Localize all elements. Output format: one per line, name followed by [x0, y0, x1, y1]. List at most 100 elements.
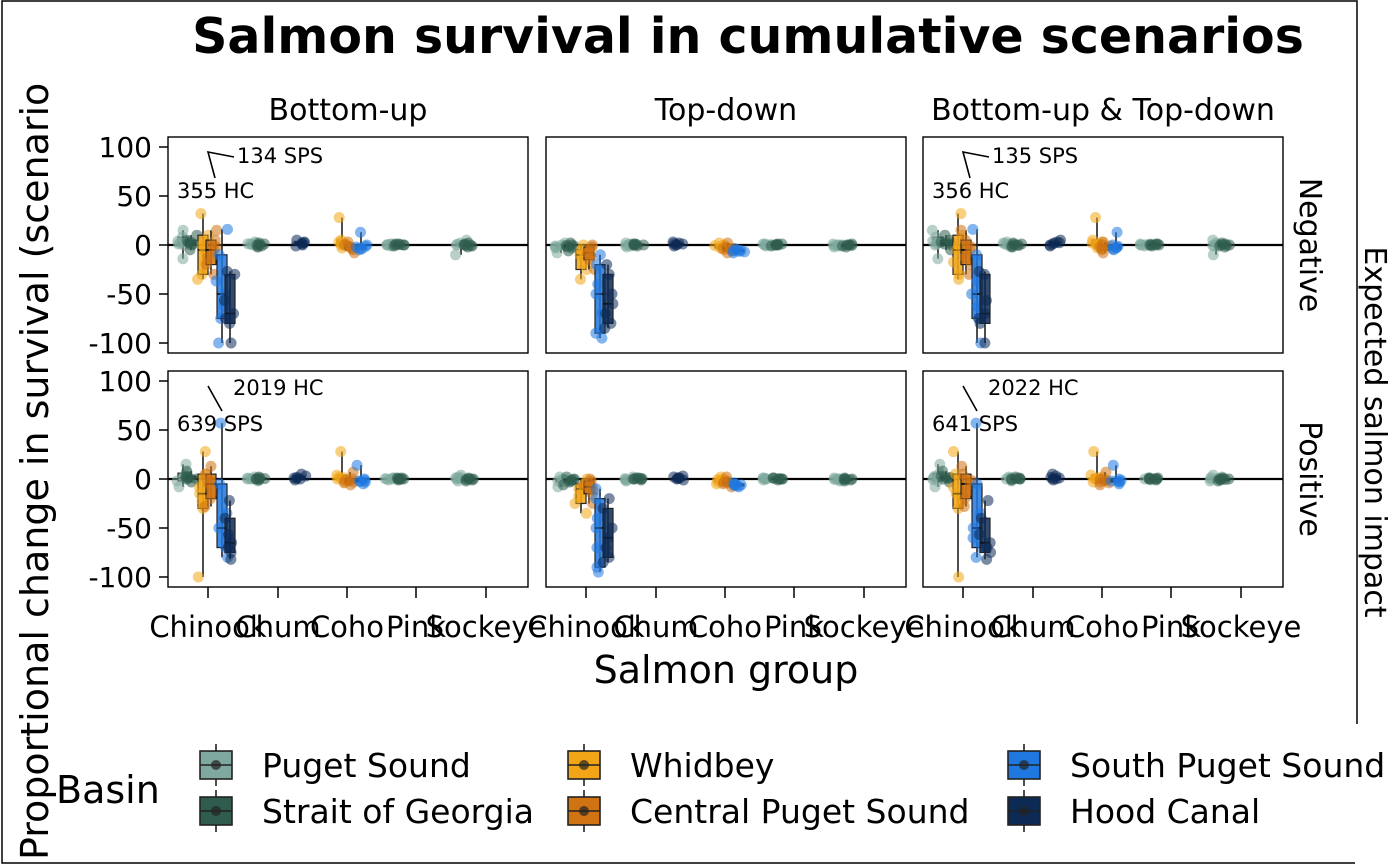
- annotation-r1-c0: 2019 HC 639 SPS: [177, 376, 324, 436]
- legend-label: Strait of Georgia: [262, 792, 534, 831]
- annotation-leader: [962, 385, 978, 412]
- data-point: [218, 295, 230, 307]
- data-point: [219, 512, 231, 524]
- annotation-label: 2019 HC: [233, 376, 324, 400]
- legend-key-point: [579, 806, 589, 816]
- facet-label-2: Bottom-up & Top-down: [931, 93, 1275, 128]
- panel-r0-c1: [545, 136, 907, 354]
- data-point: [172, 235, 184, 247]
- data-point: [394, 239, 406, 251]
- data-point: [843, 239, 855, 251]
- data-point: [298, 237, 310, 249]
- data-point: [590, 493, 602, 505]
- x-tick-label: Coho: [688, 610, 762, 644]
- right-axis-label: Expected salmon impact: [1357, 246, 1392, 617]
- data-point: [1008, 239, 1020, 251]
- row-label-positive: Positive: [1292, 421, 1327, 537]
- legend-item: Central Puget Sound: [567, 790, 969, 832]
- data-point: [204, 475, 216, 487]
- data-point: [601, 259, 613, 271]
- annotation-leader: [207, 385, 223, 412]
- data-point: [590, 288, 602, 300]
- legend-item: Puget Sound: [199, 744, 471, 786]
- legend-title: Basin: [56, 768, 160, 812]
- data-point: [223, 495, 235, 507]
- data-point: [947, 446, 959, 458]
- data-point: [467, 473, 479, 485]
- data-point: [192, 571, 204, 583]
- data-point: [210, 275, 222, 287]
- data-point: [984, 537, 996, 549]
- legend-label: Central Puget Sound: [630, 792, 969, 831]
- y-tick-label: -50: [106, 512, 152, 545]
- data-point: [953, 571, 965, 583]
- facet-panels: Bottom-up Top-down Bottom-up & Top-down Neg…: [167, 93, 1327, 588]
- annotation-label: 355 HC: [177, 179, 254, 203]
- annotation-r0-c0: 134 SPS 355 HC: [177, 144, 323, 203]
- data-point: [971, 249, 983, 261]
- data-point: [672, 472, 684, 484]
- annotation-label: 134 SPS: [237, 144, 323, 168]
- x-tick-label: Chinook: [904, 610, 1022, 644]
- data-point: [927, 235, 939, 247]
- data-point: [932, 253, 944, 265]
- data-point: [199, 500, 211, 512]
- data-point: [979, 337, 991, 349]
- x-tick-label: Coho: [1065, 610, 1139, 644]
- data-point: [602, 532, 614, 544]
- data-point: [591, 512, 603, 524]
- data-point: [966, 288, 978, 300]
- annotation-label: 356 HC: [932, 179, 1009, 203]
- legend-key-point: [579, 760, 589, 770]
- legend-key-point: [211, 806, 221, 816]
- x-tick-label: Pink: [386, 610, 446, 644]
- data-point: [1090, 212, 1102, 224]
- annotation-label: 2022 HC: [988, 376, 1079, 400]
- y-tick-label: 100: [99, 131, 152, 164]
- data-point: [982, 495, 994, 507]
- data-point: [956, 460, 968, 472]
- data-point: [578, 479, 590, 491]
- data-point: [211, 224, 223, 236]
- data-point: [1088, 446, 1100, 458]
- data-point: [205, 460, 217, 472]
- row-label-negative: Negative: [1292, 178, 1327, 313]
- data-point: [958, 500, 970, 512]
- x-tick-label: Sockeye: [1181, 610, 1302, 644]
- data-point: [980, 295, 992, 307]
- legend-label: Puget Sound: [262, 746, 471, 785]
- data-point: [631, 239, 643, 251]
- data-point: [971, 478, 983, 490]
- data-point: [827, 238, 839, 250]
- x-tick-label: Coho: [310, 610, 384, 644]
- data-point: [606, 522, 618, 534]
- legend-label: South Puget Sound: [1070, 746, 1385, 785]
- data-point: [359, 474, 371, 486]
- data-point: [935, 236, 947, 248]
- data-point: [965, 241, 977, 253]
- data-point: [213, 522, 225, 534]
- data-point: [605, 317, 617, 329]
- data-point: [223, 529, 235, 541]
- data-point: [220, 313, 232, 324]
- data-point: [339, 474, 351, 486]
- data-point: [215, 417, 227, 429]
- y-tick-label: -100: [88, 327, 152, 360]
- data-point: [333, 212, 345, 224]
- data-point: [590, 483, 602, 495]
- data-point: [718, 476, 730, 488]
- x-tick-label: Chinook: [527, 610, 645, 644]
- data-point: [1087, 234, 1099, 246]
- data-point: [947, 481, 959, 493]
- data-point: [560, 240, 572, 252]
- data-point: [973, 265, 985, 277]
- y-tick-label: 50: [116, 414, 152, 447]
- data-point: [953, 268, 965, 280]
- data-point: [955, 208, 967, 220]
- data-point: [221, 265, 233, 277]
- annotation-r1-c2: 2022 HC 641 SPS: [932, 376, 1079, 436]
- annotation-leader: [206, 150, 235, 179]
- data-point: [214, 478, 226, 490]
- x-tick-label: Sockeye: [426, 610, 547, 644]
- data-point: [259, 473, 271, 485]
